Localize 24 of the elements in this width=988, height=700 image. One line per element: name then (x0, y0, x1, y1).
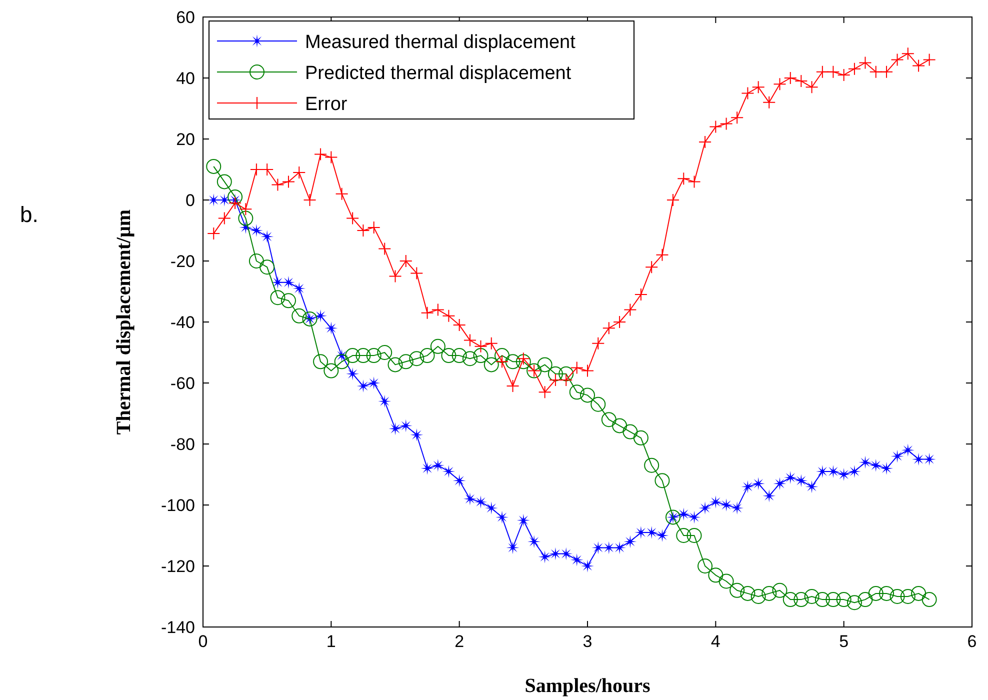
y-tick-label: -80 (170, 435, 195, 454)
legend-label: Error (305, 94, 348, 115)
x-tick-label: 1 (326, 632, 336, 651)
x-tick-label: 3 (582, 632, 592, 651)
y-tick-label: -60 (170, 374, 195, 393)
x-tick-label: 5 (839, 632, 849, 651)
text: b. (20, 202, 38, 227)
legend-label: Measured thermal displacement (305, 32, 576, 53)
x-axis-title: Samples/hours (524, 675, 651, 697)
x-tick-label: 4 (710, 632, 720, 651)
y-tick-label: -140 (160, 618, 195, 637)
legend-label: Predicted thermal displacement (305, 63, 572, 84)
y-tick-label: 60 (176, 8, 195, 27)
y-tick-label: -40 (170, 313, 195, 332)
y-tick-label: 0 (186, 191, 195, 210)
x-tick-label: 6 (967, 632, 977, 651)
y-tick-label: 40 (176, 69, 195, 88)
x-tick-label: 0 (198, 632, 208, 651)
x-tick-label: 2 (454, 632, 464, 651)
y-tick-label: 20 (176, 130, 195, 149)
y-tick-label: -100 (160, 496, 195, 515)
y-axis-title: Thermal displacement/μm (113, 209, 135, 435)
y-tick-label: -120 (160, 557, 195, 576)
y-tick-label: -20 (170, 252, 195, 271)
